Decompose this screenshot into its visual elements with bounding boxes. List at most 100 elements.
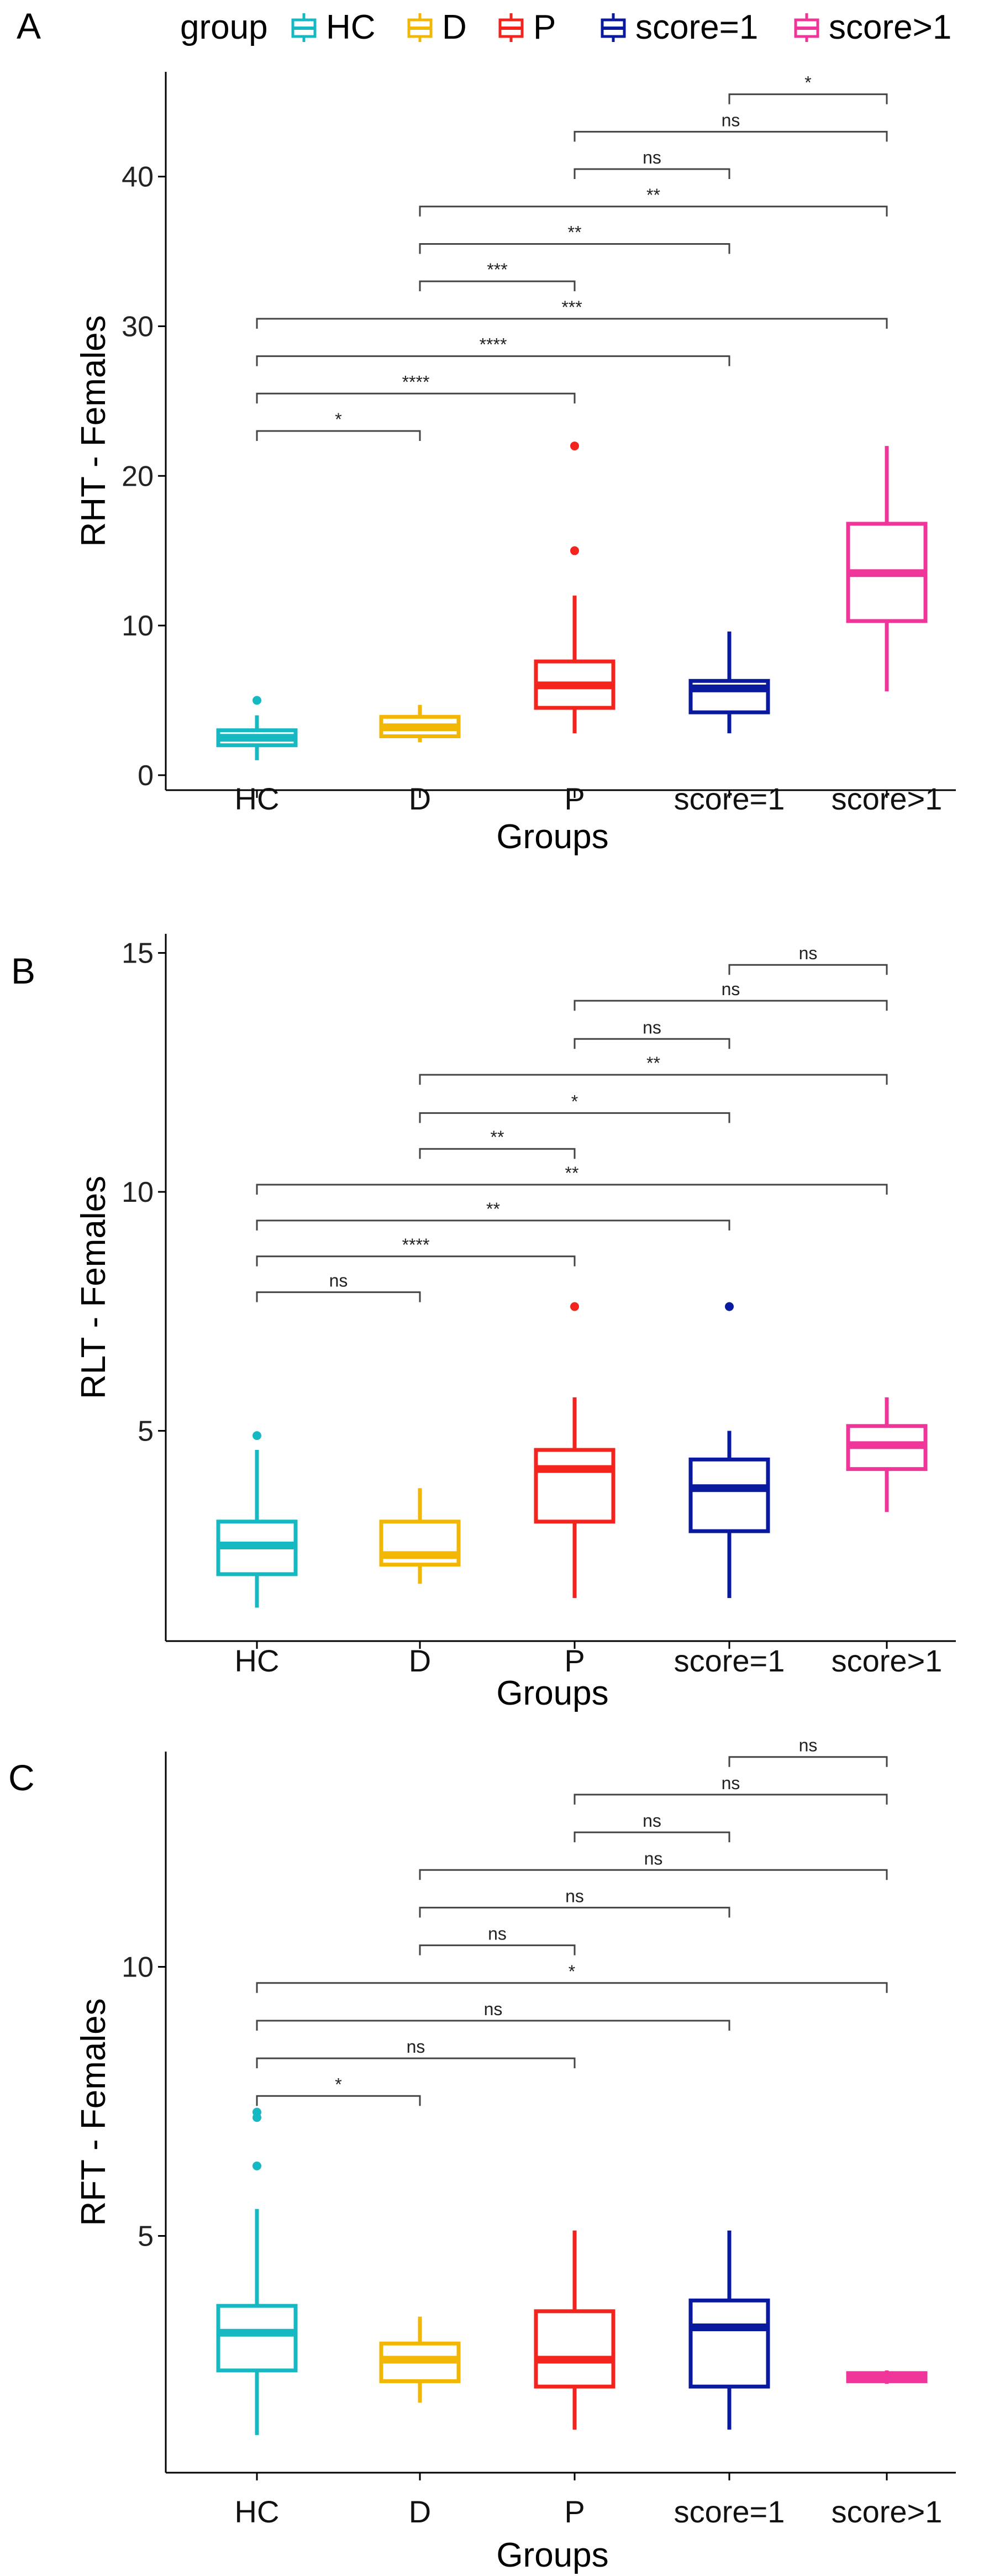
outlier-point [252, 696, 261, 705]
y-tick-label: 10 [122, 1176, 154, 1208]
box-score>1 [846, 1397, 928, 1512]
sig-label: *** [487, 260, 507, 280]
x-tick-label: HC [235, 2494, 280, 2529]
legend-label-4: score>1 [829, 8, 951, 46]
sig-label: ns [643, 1017, 661, 1037]
y-tick-label: 40 [122, 161, 154, 193]
y-tick-label: 15 [122, 938, 154, 970]
legend-label-2: P [533, 8, 556, 46]
legend-label-3: score=1 [635, 8, 758, 46]
x-tick-label: P [564, 1643, 585, 1678]
sig-bracket [256, 355, 730, 366]
outlier-point [570, 441, 579, 451]
legend-key-3 [601, 13, 626, 42]
x-axis-label: Groups [496, 1674, 608, 1712]
x-tick-label: D [409, 2494, 431, 2529]
sig-label: ** [491, 1127, 504, 1147]
sig-bracket [728, 1756, 888, 1767]
panel-letter: A [17, 6, 41, 46]
sig-bracket [574, 1831, 730, 1843]
sig-label: ** [646, 1053, 660, 1073]
sig-label: ns [329, 1271, 348, 1291]
outlier-point [252, 1431, 261, 1441]
sig-label: * [335, 2074, 341, 2094]
sig-bracket [256, 1982, 888, 1993]
box-body [216, 2304, 298, 2373]
sig-bracket [728, 964, 888, 975]
box-HC [216, 2107, 298, 2435]
box-body [688, 2298, 770, 2389]
y-tick-label: 20 [122, 460, 154, 492]
outlier-point [570, 1302, 579, 1311]
sig-label: ns [484, 1999, 503, 2019]
sig-label: ns [643, 148, 661, 167]
sig-label: * [804, 73, 811, 93]
sig-bracket [256, 1291, 421, 1302]
sig-bracket [256, 2020, 730, 2031]
x-tick-label: HC [235, 781, 280, 816]
x-tick-label: HC [235, 1643, 280, 1678]
sig-label: ns [565, 1886, 584, 1906]
legend-label-1: D [442, 8, 467, 46]
sig-bracket [419, 1112, 730, 1123]
sig-label: ns [799, 943, 818, 963]
x-tick-label: score=1 [674, 781, 785, 816]
sig-label: ns [799, 1736, 818, 1755]
sig-label: ns [722, 1773, 740, 1793]
sig-label: ** [486, 1199, 500, 1219]
x-tick-label: D [409, 1643, 431, 1678]
panel-letter: C [8, 1757, 35, 1798]
sig-label: * [571, 1091, 578, 1111]
y-tick-label: 10 [122, 1952, 154, 1984]
box-body [534, 2309, 616, 2389]
sig-label: ns [407, 2037, 425, 2057]
sig-label: **** [402, 1235, 430, 1255]
y-axis-label: RFT - Females [75, 1998, 113, 2226]
x-axis-label: Groups [496, 2536, 608, 2574]
sig-bracket [256, 2057, 576, 2069]
box-score=1 [688, 631, 770, 734]
sig-bracket [256, 430, 421, 441]
sig-bracket [419, 1148, 576, 1159]
outlier-point [252, 2161, 261, 2170]
y-axis-label: RHT - Females [75, 315, 113, 546]
box-score>1 [846, 446, 928, 692]
sig-bracket [256, 1219, 730, 1231]
legend-key-4 [794, 13, 819, 42]
y-tick-label: 5 [138, 2220, 154, 2252]
x-tick-label: P [564, 781, 585, 816]
sig-bracket [256, 2095, 421, 2106]
x-tick-label: score>1 [832, 781, 943, 816]
legend-key-0 [291, 13, 317, 42]
sig-bracket [574, 1038, 730, 1049]
x-tick-label: score>1 [832, 2494, 943, 2529]
box-D [379, 1488, 461, 1584]
sig-label: ** [568, 222, 582, 242]
sig-bracket [256, 318, 888, 329]
sig-bracket [256, 1255, 576, 1266]
box-score=1 [688, 2230, 770, 2430]
outlier-point [252, 2107, 261, 2117]
sig-label: ns [488, 1924, 507, 1944]
outlier-point [570, 546, 579, 555]
y-axis-label: RLT - Females [75, 1176, 113, 1399]
box-HC [216, 696, 298, 760]
sig-bracket [419, 243, 730, 254]
sig-label: ns [644, 1848, 663, 1868]
sig-bracket [419, 1869, 888, 1880]
x-tick-label: P [564, 2494, 585, 2529]
x-tick-label: score=1 [674, 2494, 785, 2529]
sig-bracket [419, 1074, 888, 1085]
sig-label: ** [646, 185, 660, 205]
sig-label: * [569, 1962, 575, 1981]
box-P [534, 441, 616, 734]
box-body [534, 1448, 616, 1524]
box-body [688, 1457, 770, 1533]
y-tick-label: 0 [138, 760, 154, 792]
x-tick-label: score>1 [832, 1643, 943, 1678]
sig-label: *** [561, 297, 582, 317]
panel-letter: B [11, 950, 35, 991]
